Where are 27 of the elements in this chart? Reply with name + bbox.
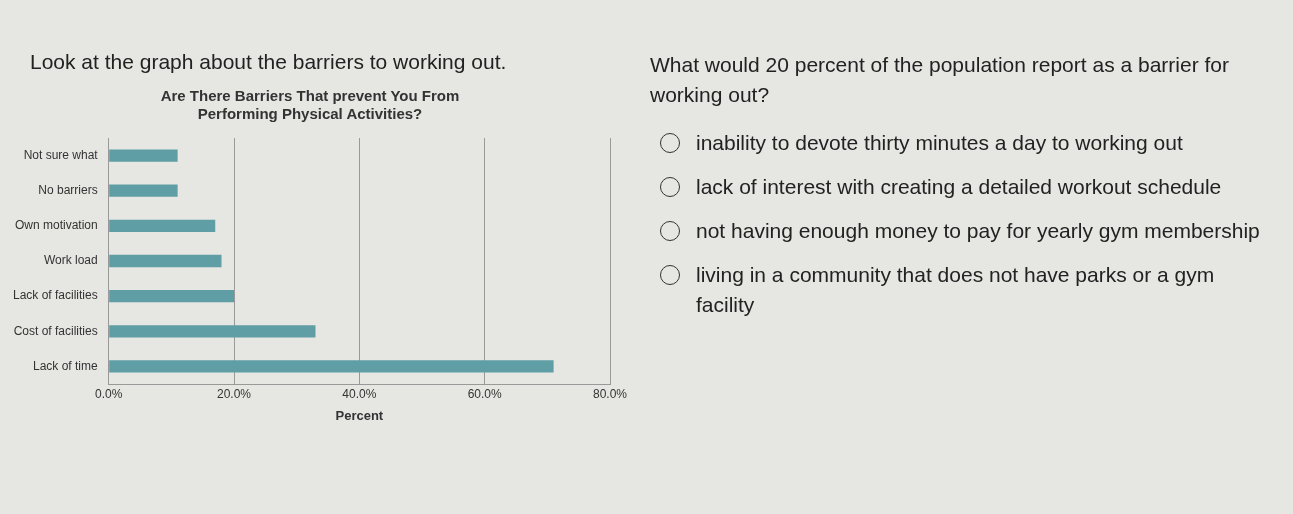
y-tick-label: Not sure what bbox=[23, 147, 99, 162]
x-tick-label: 60.0% bbox=[467, 386, 503, 401]
y-tick-label: Lack of time bbox=[33, 358, 99, 373]
bar bbox=[109, 254, 222, 268]
bar bbox=[109, 149, 178, 162]
bar bbox=[109, 219, 216, 233]
x-tick-label: 80.0% bbox=[592, 386, 628, 401]
text: inability to devote thirty minutes a day to working out bbox=[696, 130, 1183, 156]
x-tick-label: 0.0% bbox=[95, 386, 123, 401]
chart-title: Are There Barriers That prevent You From Performing Physical Activities? bbox=[160, 87, 460, 123]
y-tick-label: Own motivation bbox=[15, 218, 98, 233]
y-tick-label: Work load bbox=[43, 253, 98, 268]
bar bbox=[109, 325, 316, 338]
text: living in a community that does not have parks or a gym facility bbox=[696, 262, 1216, 318]
text: lack of interest with creating a detailed workout schedule bbox=[696, 174, 1222, 200]
y-tick-label: No barriers bbox=[38, 183, 98, 198]
bar bbox=[109, 360, 554, 373]
x-axis-title: Percent bbox=[335, 407, 384, 423]
text: not having enough money to pay for yearly gym membership bbox=[696, 218, 1260, 244]
x-tick-label: 40.0% bbox=[342, 386, 377, 401]
x-tick-label: 20.0% bbox=[217, 386, 252, 401]
y-tick-label: Lack of facilities bbox=[13, 288, 98, 303]
bar bbox=[109, 184, 178, 197]
text: What would 20 percent of the population report as a barrier for working out? bbox=[650, 52, 1230, 108]
text: Look at the graph about the barriers to working out. bbox=[30, 50, 507, 74]
bar bbox=[109, 289, 235, 303]
y-tick-label: Cost of facilities bbox=[13, 323, 98, 338]
